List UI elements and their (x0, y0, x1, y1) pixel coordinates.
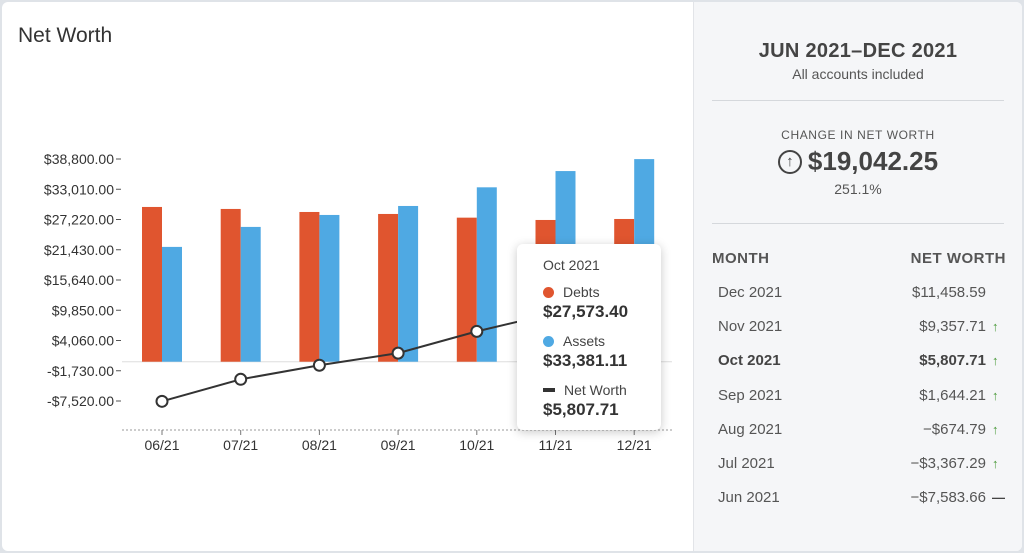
table-row[interactable]: Dec 2021 $11,458.59 (694, 275, 1022, 309)
y-tick-label: $15,640.00 (44, 272, 114, 288)
x-tick-label: 09/21 (381, 437, 416, 453)
change-percent: 251.1% (834, 181, 882, 197)
table-row[interactable]: Jun 2021 −$7,583.66 — (694, 481, 1022, 515)
trend-icon: ↑ (992, 387, 999, 403)
tooltip-nw-value: $5,807.71 (543, 400, 619, 419)
tooltip-debts-value: $27,573.40 (543, 302, 629, 321)
y-tick-label: -$7,520.00 (47, 393, 114, 409)
assets-bar (240, 226, 261, 362)
row-value: −$674.79 (923, 420, 986, 438)
x-tick-label: 06/21 (144, 437, 179, 453)
net-worth-point (312, 358, 326, 372)
header-month: MONTH (712, 250, 770, 267)
y-tick-label: -$1,730.00 (47, 363, 114, 379)
net-worth-point (234, 372, 248, 386)
row-value: $5,807.71 (919, 352, 986, 370)
tooltip-nw-label: Net Worth (564, 382, 627, 398)
trend-icon: ↑ (992, 456, 999, 472)
debts-bar (299, 211, 320, 362)
row-value: $9,357.71 (919, 317, 986, 335)
trend-icon: ↑ (992, 353, 999, 369)
y-tick-label: $27,220.00 (44, 212, 114, 228)
row-month: Nov 2021 (718, 317, 783, 335)
divider (712, 223, 1004, 224)
net-worth-line-icon (543, 388, 555, 392)
tooltip-assets-label: Assets (563, 333, 606, 349)
arrow-up-circle-icon: ↑ (777, 149, 802, 174)
change-label: CHANGE IN NET WORTH (781, 128, 935, 142)
y-tick-label: $9,850.00 (52, 302, 114, 318)
y-tick-label: $33,010.00 (44, 181, 114, 197)
net-worth-point (391, 346, 405, 360)
row-month: Jul 2021 (718, 455, 775, 473)
header-net-worth: NET WORTH (910, 250, 1006, 267)
assets-bar (398, 205, 419, 362)
row-month: Oct 2021 (718, 352, 781, 370)
debts-dot-icon (543, 286, 554, 298)
table-row[interactable]: Oct 2021 $5,807.71 ↑ (694, 344, 1022, 378)
x-tick-label: 11/21 (539, 437, 573, 453)
chart-tooltip: Oct 2021 Debts $27,573.40 Assets $33,381… (517, 244, 661, 430)
row-value: $1,644.21 (919, 386, 986, 404)
trend-icon: — (992, 490, 1005, 506)
tooltip-debts-label: Debts (563, 284, 600, 300)
table-row[interactable]: Aug 2021 −$674.79 ↑ (694, 412, 1022, 446)
debts-bar (456, 217, 477, 362)
table-header: MONTH NET WORTH (694, 250, 1022, 267)
x-tick-label: 07/21 (223, 437, 258, 453)
debts-bar (220, 208, 241, 362)
trend-icon: ↑ (992, 318, 999, 334)
row-value: $11,458.59 (912, 283, 986, 301)
assets-bar (476, 187, 497, 362)
row-month: Aug 2021 (718, 420, 783, 438)
assets-bar (319, 214, 340, 362)
divider (712, 100, 1004, 101)
x-tick-label: 10/21 (459, 437, 494, 453)
summary-panel: JUN 2021–DEC 2021 All accounts included … (693, 2, 1022, 551)
y-tick-label: $38,800.00 (44, 151, 114, 167)
assets-bar (162, 246, 182, 362)
table-row[interactable]: Sep 2021 $1,644.21 ↑ (694, 378, 1022, 412)
row-value: −$7,583.66 (910, 489, 987, 507)
net-worth-point (155, 394, 169, 408)
change-value: $19,042.25 (807, 146, 939, 176)
y-tick-label: $4,060.00 (52, 333, 114, 349)
row-month: Sep 2021 (718, 386, 783, 404)
row-value: −$3,367.29 (910, 455, 987, 473)
debts-bar (142, 206, 162, 362)
y-tick-label: $21,430.00 (44, 242, 114, 258)
row-month: Jun 2021 (718, 489, 780, 507)
page-title: Net Worth (18, 24, 113, 47)
accounts-note: All accounts included (792, 66, 924, 82)
table-row[interactable]: Nov 2021 $9,357.71 ↑ (694, 309, 1022, 343)
x-tick-label: 12/21 (617, 437, 652, 453)
debts-bar (378, 213, 399, 362)
date-range: JUN 2021–DEC 2021 (758, 40, 958, 62)
assets-dot-icon (543, 335, 554, 347)
net-worth-table: Dec 2021 $11,458.59 Nov 2021 $9,357.71 ↑ Oct … (694, 275, 1022, 515)
net-worth-point (470, 324, 484, 338)
row-month: Dec 2021 (718, 283, 783, 301)
table-row[interactable]: Jul 2021 −$3,367.29 ↑ (694, 446, 1022, 480)
trend-icon: ↑ (992, 421, 999, 437)
tooltip-month: Oct 2021 (543, 257, 600, 273)
x-tick-label: 08/21 (302, 437, 337, 453)
tooltip-assets-value: $33,381.11 (543, 351, 628, 370)
